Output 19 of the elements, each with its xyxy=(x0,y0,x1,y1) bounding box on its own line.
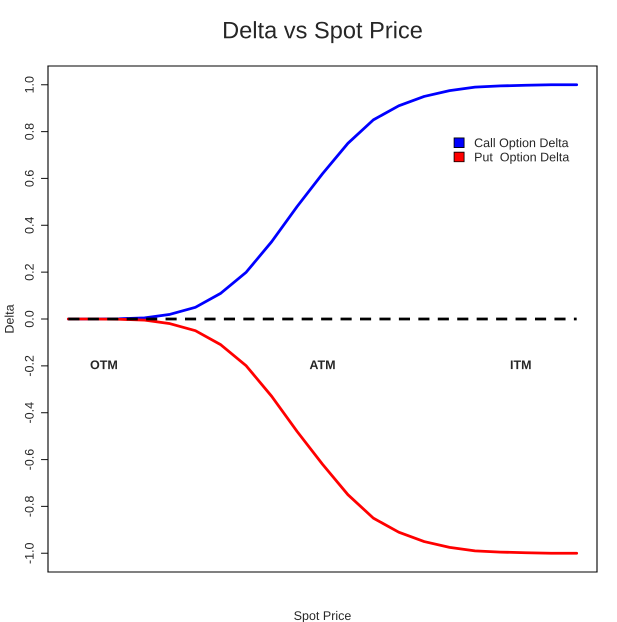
legend-label: Put Option Delta xyxy=(475,152,570,164)
line-series xyxy=(66,318,578,555)
y-tick-label: 0.4 xyxy=(24,216,34,234)
y-axis-title: Delta xyxy=(4,304,14,333)
annotation: OTM xyxy=(90,360,117,370)
y-tick-label: -1.0 xyxy=(24,542,34,564)
y-tick-label: 1.0 xyxy=(24,76,34,92)
y-tick-label: 0.2 xyxy=(24,264,34,280)
y-tick-label: 0.8 xyxy=(24,123,34,140)
chart-title: Delta vs Spot Price xyxy=(224,21,422,44)
legend-label: Call Option Delta xyxy=(474,138,569,150)
y-tick-label: 0.6 xyxy=(24,170,34,187)
y-tick-label: -0.4 xyxy=(24,402,34,423)
annotation: ITM xyxy=(510,360,531,370)
annotation: ATM xyxy=(310,360,335,370)
y-tick-label: -0.2 xyxy=(24,356,34,376)
y-tick-label: -0.8 xyxy=(24,496,34,517)
y-tick-label: 0.0 xyxy=(24,310,34,328)
y-tick-label: -0.6 xyxy=(24,449,34,470)
